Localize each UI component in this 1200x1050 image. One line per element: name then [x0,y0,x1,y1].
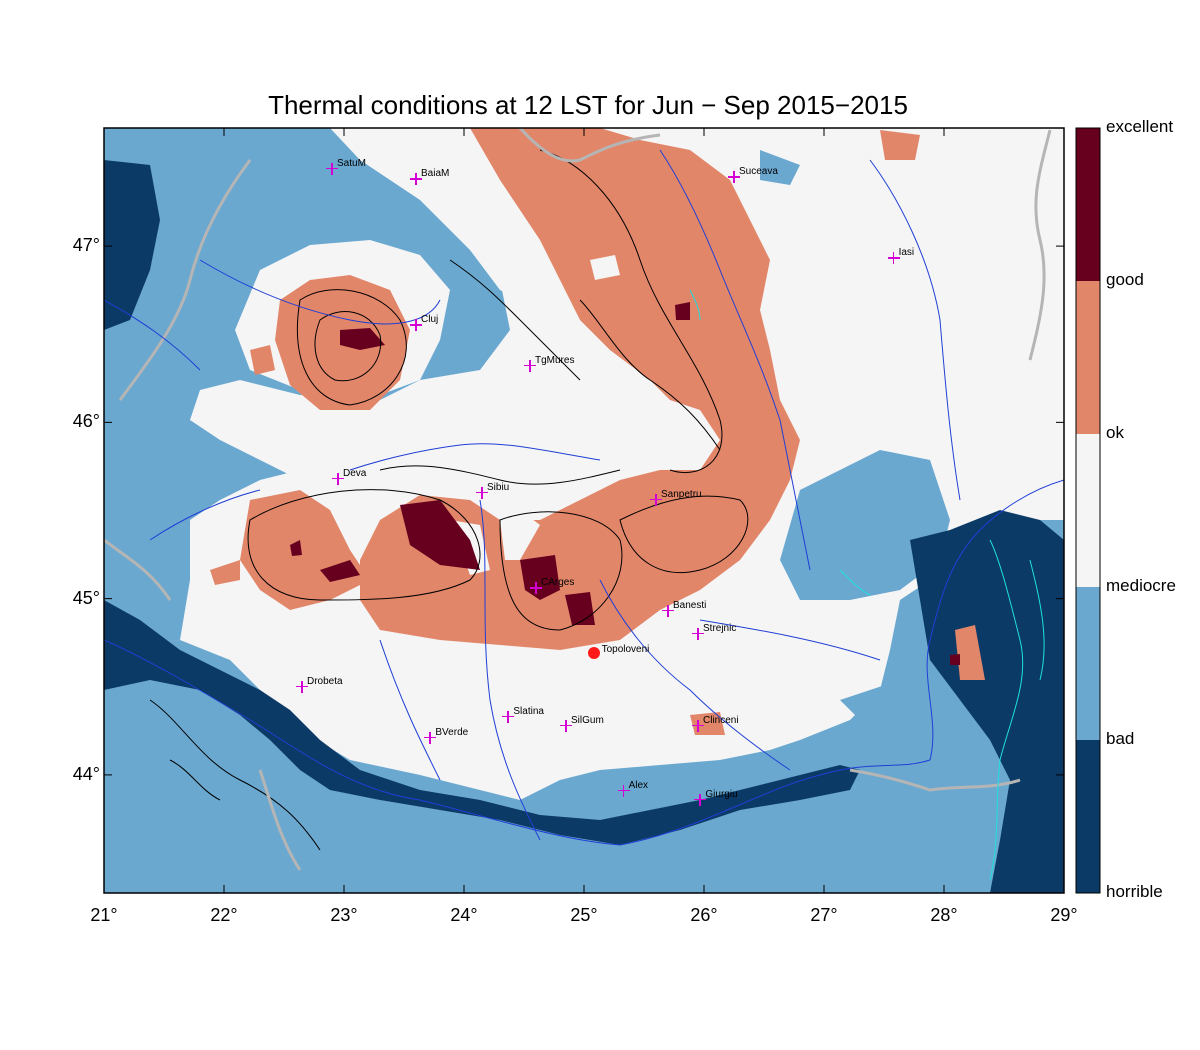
lon-tick-label: 23° [330,905,358,925]
city-label: Strejnic [703,622,737,634]
city-label: TgMures [535,354,575,366]
city-marker [296,680,308,693]
city-marker [332,472,344,485]
city-marker [410,173,422,186]
country-borders [104,128,1052,871]
city-marker [524,359,536,372]
bad-zones [104,160,1064,893]
city-marker [424,731,437,744]
lat-tick-label: 45° [72,587,100,608]
excellent-zones [290,302,960,665]
city-marker [662,604,674,617]
lat-tick-label: 44° [72,763,100,784]
city-marker [692,627,704,640]
colorbar-frame [1075,127,1101,894]
rivers [104,149,1064,846]
city-marker [617,784,630,797]
colorbar-swatch [1076,434,1100,587]
city-label: Iasi [898,247,915,259]
city-label: SilGum [571,714,604,726]
city-label: Alex [628,779,649,791]
city-label: Cluj [421,314,439,326]
city-label: BVerde [435,726,469,738]
axis-ticks [103,128,1065,893]
lon-tick-label: 27° [810,905,838,925]
city-marker [694,793,707,806]
colorbar [1075,127,1101,894]
city-label: Giurgiu [705,788,738,800]
city-marker [410,319,422,332]
city-label: Drobeta [307,675,343,687]
colorbar-swatch [1076,281,1100,434]
city-marker [650,493,662,506]
lon-tick-label: 21° [90,905,118,925]
city-marker [326,162,338,175]
colorbar-label: mediocre [1106,576,1176,595]
city-label: Banesti [673,599,707,611]
city-label: CArges [541,577,575,589]
city-label: Deva [343,467,367,479]
lat-tick-label: 46° [72,411,100,432]
city-marker [887,252,900,265]
city-label: Slatina [513,705,544,717]
lat-tick-label: 47° [72,235,100,256]
city-marker [502,710,515,723]
lon-tick-label: 25° [570,905,598,925]
lon-tick-label: 22° [210,905,238,925]
city-marker [728,171,740,184]
lon-tick-label: 26° [690,905,718,925]
colorbar-swatch [1076,740,1100,893]
lon-tick-label: 29° [1050,905,1078,925]
coastline [689,289,1045,881]
colorbar-label: bad [1106,729,1135,748]
city-marker [560,719,572,732]
city-label: Suceava [739,166,778,178]
highlight-marker [587,647,600,660]
city-label: Sanpetru [661,488,702,500]
city-label: Sibiu [487,481,510,493]
colorbar-label: ok [1106,423,1124,442]
city-label: SatuM [337,157,366,169]
colorbar-label: good [1106,270,1144,289]
colorbar-label: horrible [1106,882,1163,901]
city-marker [476,486,488,499]
city-label: BaiaM [421,168,450,180]
colorbar-label: excellent [1106,117,1174,136]
city-marker [530,582,542,595]
lon-tick-label: 24° [450,905,478,925]
lon-tick-label: 28° [930,905,958,925]
colorbar-swatch [1076,587,1100,740]
highlight-label: Topoloveni [601,644,650,656]
map-title: Thermal conditions at 12 LST for Jun − S… [268,90,908,120]
city-marker [692,719,704,732]
colorbar-swatch [1076,128,1100,281]
terrain-contours [149,149,749,851]
city-label: Clinceni [703,714,739,726]
